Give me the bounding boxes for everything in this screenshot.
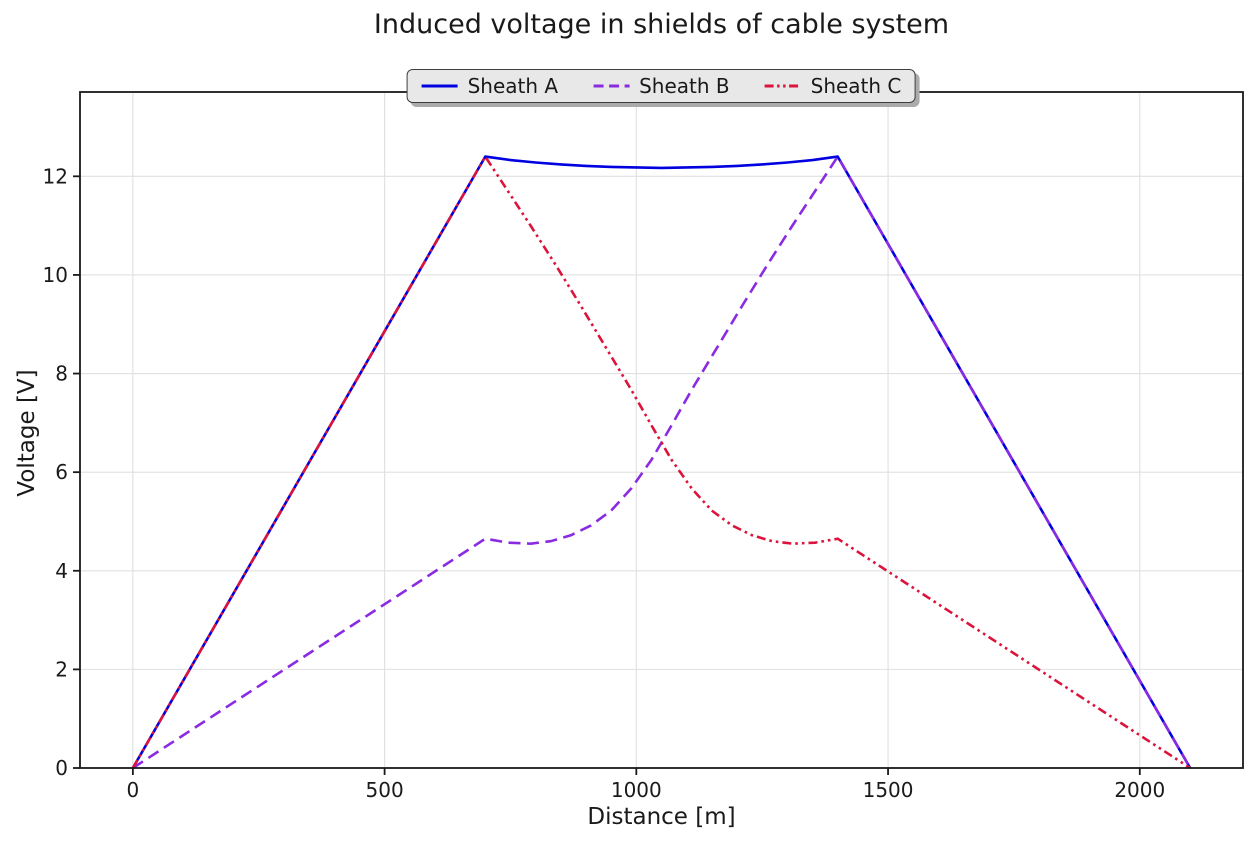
x-tick-label: 500: [366, 778, 404, 802]
y-tick-label: 6: [55, 460, 68, 484]
sheath-a-line-icon: [421, 84, 458, 88]
x-tick-label: 2000: [1114, 778, 1165, 802]
series-line-sheath-b: [132, 155, 1192, 770]
x-tick-label: 1000: [611, 778, 662, 802]
series-line-sheath-a: [131, 155, 1192, 769]
y-tick-label: 12: [43, 164, 68, 188]
x-tick-label: 1500: [863, 778, 914, 802]
y-axis-label: Voltage [V]: [14, 369, 40, 497]
legend-item-sheath-c: Sheath C: [764, 74, 902, 98]
y-tick-label: 4: [55, 559, 68, 583]
legend-label-sheath-b: Sheath B: [639, 74, 730, 98]
chart-title: Induced voltage in shields of cable syst…: [373, 9, 950, 40]
x-axis-label: Distance [m]: [587, 804, 736, 830]
y-tick-label: 10: [43, 263, 68, 287]
x-tick-label: 0: [126, 778, 139, 802]
y-tick-label: 0: [55, 756, 68, 780]
y-tick-label: 8: [55, 362, 68, 386]
legend: Sheath A Sheath B Sheath C: [406, 69, 916, 103]
sheath-c-line-icon: [764, 84, 801, 88]
y-tick-label: 2: [55, 657, 68, 681]
sheath-b-line-icon: [593, 84, 630, 88]
legend-item-sheath-a: Sheath A: [421, 74, 559, 98]
legend-label-sheath-c: Sheath C: [810, 74, 902, 98]
legend-label-sheath-a: Sheath A: [467, 74, 559, 98]
legend-item-sheath-b: Sheath B: [592, 74, 730, 98]
plot-border: [79, 91, 1244, 769]
series-line-sheath-c: [131, 155, 1191, 770]
